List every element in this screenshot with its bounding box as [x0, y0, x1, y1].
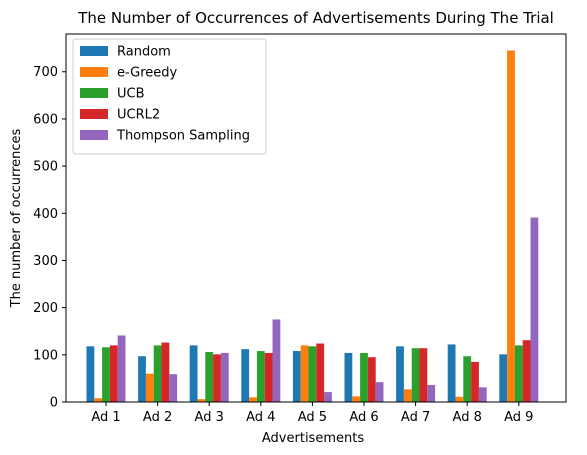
bar-random-3 — [189, 345, 198, 402]
bar-ucb-1 — [102, 347, 110, 402]
bar-random-2 — [138, 356, 146, 402]
bar-ucrl2-4 — [264, 352, 273, 402]
bar-ucb-9 — [514, 345, 523, 402]
bar-ucrl2-8 — [471, 361, 479, 402]
y-axis-label: The number of occurrences — [9, 128, 24, 308]
bar-thompson-sampling-1 — [117, 335, 126, 402]
y-tick-label: 200 — [33, 301, 58, 316]
bar-random-8 — [447, 344, 456, 402]
y-tick-label: 0 — [50, 396, 58, 411]
x-tick-label: Ad 1 — [91, 410, 120, 425]
bar-thompson-sampling-2 — [169, 374, 178, 402]
bar-ucrl2-3 — [213, 354, 221, 402]
bar-e-greedy-1 — [94, 398, 103, 402]
bar-e-greedy-3 — [197, 399, 206, 402]
bar-ucrl2-5 — [316, 343, 325, 402]
bar-e-greedy-8 — [455, 396, 464, 402]
bar-ucb-8 — [463, 356, 472, 402]
y-axis-ticks: 0 100 200 300 400 500 600 700 — [33, 65, 66, 411]
bar-e-greedy-7 — [403, 389, 412, 402]
bar-thompson-sampling-4 — [272, 319, 281, 402]
plot-frame — [65, 33, 567, 403]
bar-thompson-sampling-3 — [220, 352, 229, 402]
bar-ucb-6 — [360, 352, 368, 402]
bar-ucb-3 — [205, 351, 214, 402]
bar-random-6 — [344, 352, 353, 402]
bar-thompson-sampling-8 — [478, 387, 487, 402]
x-tick-label: Ad 2 — [143, 410, 172, 425]
bar-ucrl2-9 — [522, 340, 531, 402]
legend: Random e-Greedy UCB UCRL2 Thompson Sampling — [72, 38, 267, 155]
bar-e-greedy-2 — [145, 373, 154, 402]
bar-ucb-2 — [153, 345, 162, 402]
bar-ucb-7 — [411, 348, 420, 402]
bar-random-4 — [241, 349, 250, 402]
x-tick-label: Ad 3 — [195, 410, 224, 425]
y-tick-label: 500 — [33, 160, 58, 175]
x-tick-label: Ad 8 — [453, 410, 482, 425]
bar-random-1 — [86, 346, 95, 402]
legend-label-e-greedy: e-Greedy — [117, 66, 178, 81]
legend-swatch-ucb — [80, 88, 108, 98]
bar-random-7 — [396, 346, 404, 402]
y-tick-label: 100 — [33, 348, 58, 363]
bar-e-greedy-6 — [352, 396, 361, 402]
chart-title: The Number of Occurrences of Advertiseme… — [77, 9, 554, 27]
y-tick-label: 600 — [33, 112, 58, 127]
legend-label-random: Random — [117, 45, 171, 60]
legend-label-ucrl2: UCRL2 — [117, 108, 160, 123]
bar-ucrl2-1 — [109, 345, 118, 402]
x-tick-label: Ad 6 — [349, 410, 378, 425]
bar-thompson-sampling-9 — [530, 217, 539, 402]
x-tick-label: Ad 4 — [246, 410, 275, 425]
x-axis-ticks: Ad 1 Ad 2 Ad 3 Ad 4 Ad 5 Ad 6 Ad 7 Ad 8 Ad 9 — [91, 402, 533, 425]
x-axis-label: Advertisements — [262, 431, 364, 446]
legend-label-ucb: UCB — [117, 87, 145, 102]
bar-e-greedy-4 — [249, 397, 257, 402]
y-tick-label: 300 — [33, 254, 58, 269]
bar-thompson-sampling-6 — [375, 382, 384, 402]
legend-swatch-ucrl2 — [80, 109, 108, 119]
legend-box — [72, 38, 267, 155]
y-tick-label: 700 — [33, 65, 58, 80]
y-tick-label: 400 — [33, 207, 58, 222]
x-tick-label: Ad 5 — [298, 410, 327, 425]
legend-swatch-thompson-sampling — [80, 130, 108, 140]
bars-group — [86, 50, 539, 402]
x-tick-label: Ad 9 — [504, 410, 533, 425]
bar-ucrl2-7 — [419, 348, 428, 402]
bar-ucb-4 — [256, 351, 265, 402]
bar-ucb-5 — [308, 346, 317, 402]
x-tick-label: Ad 7 — [401, 410, 430, 425]
bar-e-greedy-5 — [300, 345, 309, 402]
legend-swatch-e-greedy — [80, 67, 108, 77]
bar-e-greedy-9 — [507, 50, 515, 402]
bar-thompson-sampling-5 — [324, 392, 332, 402]
bar-random-5 — [292, 351, 301, 402]
bar-ucrl2-6 — [367, 357, 376, 402]
legend-swatch-random — [80, 46, 108, 56]
bar-thompson-sampling-7 — [427, 385, 436, 402]
bar-ucrl2-2 — [161, 342, 170, 402]
bar-random-9 — [499, 354, 508, 402]
legend-label-thompson-sampling: Thompson Sampling — [116, 129, 250, 144]
